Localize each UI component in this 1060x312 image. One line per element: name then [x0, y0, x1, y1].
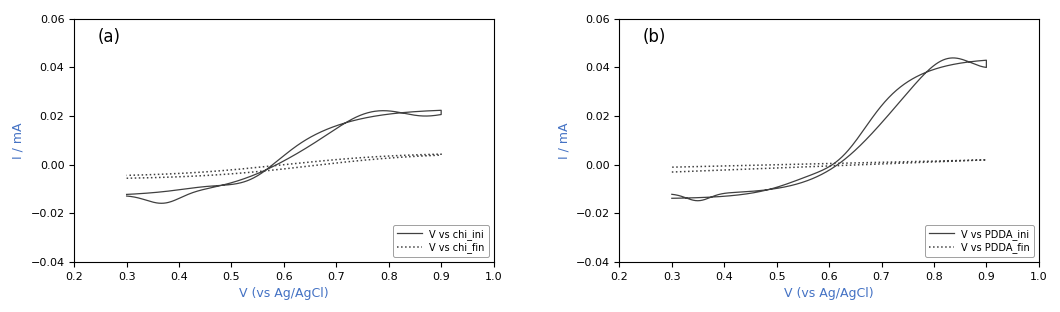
V vs PDDA_ini	[928, 67, 940, 71]
V vs chi_ini	[383, 112, 395, 116]
V vs PDDA_ini	[912, 74, 924, 78]
V vs PDDA_ini	[947, 56, 959, 60]
V vs chi_ini	[366, 115, 378, 119]
V vs chi_fin	[435, 152, 447, 156]
V vs chi_fin	[271, 163, 284, 167]
V vs chi_fin	[159, 175, 172, 179]
V vs PDDA_fin	[666, 165, 678, 169]
V vs chi_ini	[120, 193, 132, 196]
V vs PDDA_fin	[666, 170, 678, 174]
V vs PDDA_ini	[752, 190, 764, 194]
Line: V vs PDDA_fin: V vs PDDA_fin	[672, 160, 987, 172]
V vs PDDA_fin	[980, 158, 993, 162]
V vs PDDA_fin	[817, 162, 830, 166]
Legend: V vs chi_ini, V vs chi_fin: V vs chi_ini, V vs chi_fin	[393, 225, 489, 257]
V vs chi_ini	[271, 159, 284, 163]
V vs chi_ini	[435, 109, 447, 112]
Y-axis label: I / mA: I / mA	[556, 122, 570, 158]
Line: V vs chi_fin: V vs chi_fin	[126, 154, 441, 178]
Text: (a): (a)	[98, 28, 121, 46]
Text: (b): (b)	[643, 28, 667, 46]
V vs PDDA_ini	[666, 193, 678, 196]
V vs PDDA_ini	[705, 195, 718, 199]
V vs PDDA_fin	[913, 159, 925, 163]
X-axis label: V (vs Ag/AgCl): V (vs Ag/AgCl)	[240, 287, 329, 300]
V vs PDDA_fin	[894, 160, 906, 164]
V vs chi_fin	[348, 156, 360, 160]
V vs chi_fin	[384, 154, 396, 158]
V vs chi_fin	[207, 169, 219, 173]
V vs chi_ini	[348, 119, 360, 122]
V vs chi_ini	[207, 184, 219, 188]
X-axis label: V (vs Ag/AgCl): V (vs Ag/AgCl)	[784, 287, 873, 300]
V vs chi_ini	[155, 202, 167, 205]
V vs PDDA_ini	[893, 86, 905, 90]
V vs PDDA_fin	[704, 169, 717, 173]
V vs chi_fin	[120, 176, 132, 180]
V vs PDDA_ini	[816, 168, 829, 172]
Line: V vs chi_ini: V vs chi_ini	[126, 110, 441, 203]
V vs PDDA_fin	[929, 159, 941, 163]
V vs chi_fin	[367, 155, 379, 159]
Legend: V vs PDDA_ini, V vs PDDA_fin: V vs PDDA_ini, V vs PDDA_fin	[925, 225, 1034, 257]
Y-axis label: I / mA: I / mA	[12, 122, 24, 158]
V vs chi_ini	[120, 194, 132, 198]
V vs chi_fin	[120, 173, 132, 177]
V vs PDDA_ini	[666, 197, 678, 200]
V vs PDDA_ini	[691, 199, 704, 202]
Line: V vs PDDA_ini: V vs PDDA_ini	[672, 58, 987, 201]
V vs chi_ini	[160, 201, 173, 205]
V vs PDDA_fin	[753, 163, 765, 167]
